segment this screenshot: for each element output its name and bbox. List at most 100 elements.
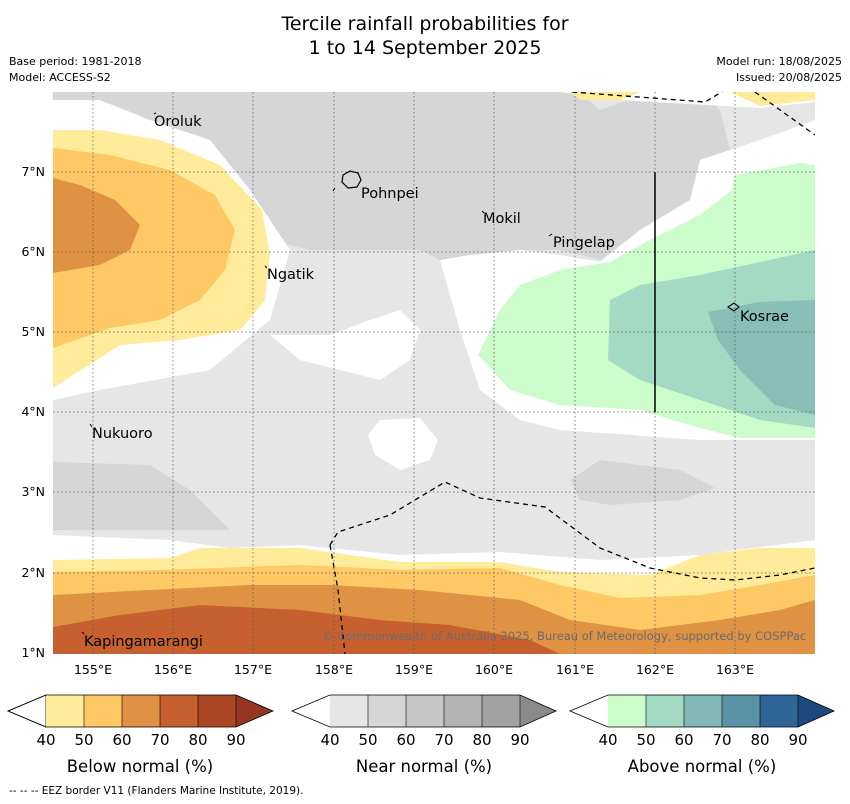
pohnpei-island-outline xyxy=(341,170,362,189)
legend-tick: 50 xyxy=(358,731,377,749)
no-dominant-category-patch xyxy=(368,418,438,470)
no-dominant-category-patch-2 xyxy=(270,310,420,380)
model-run: Model run: 18/08/2025 xyxy=(716,55,842,68)
legend-lower-arrow xyxy=(292,695,330,727)
legend-swatch xyxy=(482,695,520,727)
legend-swatch xyxy=(722,695,760,727)
probability-contours: © Commonwealth of Australia 2025, Bureau… xyxy=(53,92,815,654)
legend-title: Above normal (%) xyxy=(628,757,777,776)
legend-tick: 50 xyxy=(636,731,655,749)
eez-border-north xyxy=(571,92,723,103)
legend-tick: 70 xyxy=(150,731,169,749)
legend-tick: 60 xyxy=(674,731,693,749)
issued-date: Issued: 20/08/2025 xyxy=(735,71,842,84)
lat-label: 7°N xyxy=(21,164,45,179)
legend-near-normal: 40 50 60 70 80 90 Near normal (%) xyxy=(290,694,557,776)
below-normal-60-area-west xyxy=(53,178,140,273)
label-pingelap: Pingelap xyxy=(553,235,615,251)
legend-tick: 90 xyxy=(226,731,245,749)
gridlines xyxy=(53,92,815,654)
eez-border-southwest xyxy=(329,544,346,654)
lat-label: 1°N xyxy=(21,645,45,660)
atoll-marks xyxy=(81,112,553,635)
legend-swatch xyxy=(84,695,122,727)
lat-label: 5°N xyxy=(21,324,45,339)
legend-below-normal: 40 50 60 70 80 90 Below normal (%) xyxy=(6,694,275,776)
lon-label: 161°E xyxy=(556,662,594,677)
legend-swatch xyxy=(646,695,684,727)
legend-swatch xyxy=(608,695,646,727)
below-normal-70-area-south xyxy=(53,605,560,654)
label-kosrae: Kosrae xyxy=(740,309,789,325)
map-title: Tercile rainfall probabilities for 1 to … xyxy=(0,12,850,60)
near-normal-50-area-north xyxy=(53,92,730,260)
meta-left: Base period: 1981-2018 Model: ACCESS-S2 xyxy=(9,54,141,86)
below-normal-40-area-north xyxy=(570,92,640,100)
legend-tick: 80 xyxy=(472,731,491,749)
legend-swatch xyxy=(368,695,406,727)
legend-upper-arrow xyxy=(520,695,556,727)
title-line-1: Tercile rainfall probabilities for xyxy=(281,13,569,35)
legend-swatch xyxy=(46,695,84,727)
legend-tick: 80 xyxy=(750,731,769,749)
lon-label: 157°E xyxy=(234,662,272,677)
legend-title: Below normal (%) xyxy=(67,757,214,776)
eez-borders xyxy=(329,92,815,654)
legend-tick: 40 xyxy=(598,731,617,749)
lat-label: 2°N xyxy=(21,565,45,580)
longitude-labels: 155°E 156°E 157°E 158°E 159°E 160°E 161°… xyxy=(74,662,754,677)
legend-swatch xyxy=(160,695,198,727)
near-normal-50-area-east xyxy=(570,460,715,505)
place-labels: Oroluk Pohnpei Mokil Pingelap Ngatik Kos… xyxy=(84,114,789,650)
map-canvas: © Commonwealth of Australia 2025, Bureau… xyxy=(6,92,835,776)
legend-tick: 70 xyxy=(434,731,453,749)
lat-label: 6°N xyxy=(21,244,45,259)
lon-label: 159°E xyxy=(395,662,433,677)
legend-swatch xyxy=(122,695,160,727)
legend-swatch xyxy=(406,695,444,727)
legend-title: Near normal (%) xyxy=(356,757,492,776)
legend-swatch xyxy=(330,695,368,727)
lon-label: 163°E xyxy=(716,662,754,677)
lon-label: 162°E xyxy=(636,662,674,677)
eez-footnote: -- -- -- EEZ border V11 (Flanders Marine… xyxy=(9,785,304,797)
kosrae-island-outline xyxy=(727,302,740,312)
legend-tick: 90 xyxy=(788,731,807,749)
legend-above-normal: 40 50 60 70 80 90 Above normal (%) xyxy=(568,694,835,776)
model-name: Model: ACCESS-S2 xyxy=(9,71,111,84)
legend-lower-arrow xyxy=(570,695,608,727)
eez-border-south xyxy=(329,481,815,581)
lon-label: 155°E xyxy=(74,662,112,677)
label-nukuoro: Nukuoro xyxy=(92,426,153,442)
below-normal-40-area-northeast xyxy=(730,92,815,106)
title-line-2: 1 to 14 September 2025 xyxy=(308,37,542,59)
legend-swatch xyxy=(444,695,482,727)
base-period: Base period: 1981-2018 xyxy=(9,55,142,68)
lat-label: 3°N xyxy=(21,484,45,499)
lon-label: 156°E xyxy=(154,662,192,677)
legend-tick: 80 xyxy=(188,731,207,749)
copyright-notice: © Commonwealth of Australia 2025, Bureau… xyxy=(322,629,806,643)
label-ngatik: Ngatik xyxy=(267,267,315,283)
legend-tick: 70 xyxy=(712,731,731,749)
label-oroluk: Oroluk xyxy=(154,114,202,130)
lon-label: 160°E xyxy=(475,662,513,677)
meta-right: Model run: 18/08/2025 Issued: 20/08/2025 xyxy=(716,54,842,86)
lat-label: 4°N xyxy=(21,404,45,419)
near-normal-50-area-west xyxy=(53,462,230,530)
label-pohnpei: Pohnpei xyxy=(361,186,419,202)
legend-swatch xyxy=(198,695,236,727)
legend-tick: 90 xyxy=(510,731,529,749)
label-mokil: Mokil xyxy=(483,211,521,227)
eez-border-northeast xyxy=(754,92,815,136)
legend-tick: 60 xyxy=(396,731,415,749)
legend-tick: 40 xyxy=(36,731,55,749)
legend-tick: 60 xyxy=(112,731,131,749)
legend-lower-arrow xyxy=(6,694,47,728)
legend-swatch xyxy=(760,695,798,727)
legend-tick: 40 xyxy=(320,731,339,749)
legend-swatch xyxy=(684,695,722,727)
latitude-labels: 7°N 6°N 5°N 4°N 3°N 2°N 1°N xyxy=(21,164,45,660)
ant-atoll-mark xyxy=(332,187,336,192)
legend-upper-arrow xyxy=(236,695,273,727)
